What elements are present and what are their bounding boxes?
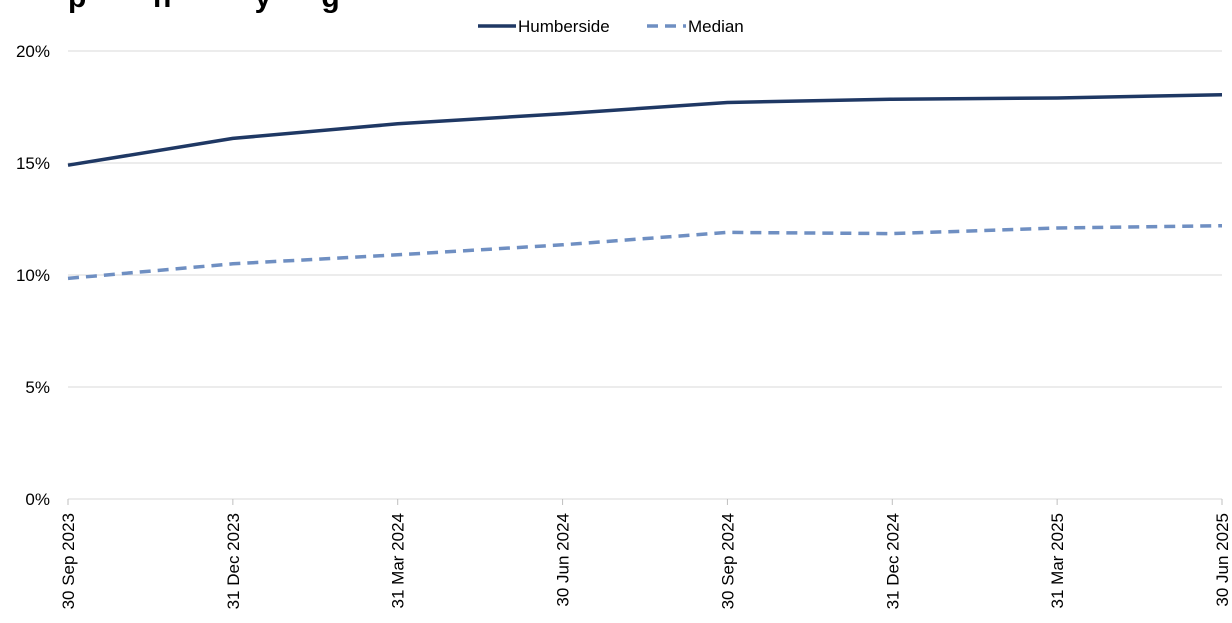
chart-title: p h y g [68, 0, 340, 14]
legend: Humberside Median [478, 17, 744, 36]
gridlines [68, 50, 1222, 388]
series-line-humberside [67, 92, 1223, 167]
x-tick-label: 31 Mar 2025 [1048, 513, 1067, 608]
x-tick-label: 30 Jun 2024 [554, 513, 573, 607]
series [67, 92, 1223, 281]
y-axis: 0% 5% 10% 15% 20% [16, 42, 50, 509]
legend-label-humberside: Humberside [518, 17, 610, 36]
y-tick-label: 20% [16, 42, 50, 61]
legend-label-median: Median [688, 17, 744, 36]
x-tick-label: 31 Dec 2024 [883, 513, 902, 609]
x-tick-label: 31 Dec 2023 [224, 513, 243, 609]
x-tick-label: 30 Jun 2025 [1213, 513, 1232, 607]
x-tick-label: 30 Sep 2023 [59, 513, 78, 609]
y-tick-label: 5% [25, 378, 50, 397]
y-tick-label: 10% [16, 266, 50, 285]
y-tick-label: 0% [25, 490, 50, 509]
x-tick-label: 30 Sep 2024 [718, 513, 737, 609]
x-tick-label: 31 Mar 2024 [389, 513, 408, 608]
y-tick-label: 15% [16, 154, 50, 173]
x-axis: 30 Sep 2023 31 Dec 2023 31 Mar 2024 30 Jun … [59, 498, 1232, 609]
series-line-median [67, 223, 1223, 281]
